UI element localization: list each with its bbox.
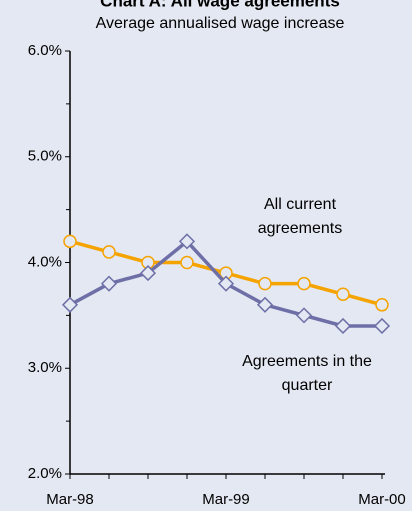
y-tick-label: 2.0% — [28, 465, 62, 482]
data-point — [61, 296, 79, 313]
series-annotation: Agreements in the quarter — [242, 353, 372, 394]
y-tick-label: 5.0% — [28, 148, 62, 165]
y-tick-label: 3.0% — [28, 359, 62, 376]
data-point — [63, 234, 77, 249]
data-point — [178, 233, 196, 250]
data-point — [295, 307, 313, 324]
data-point — [256, 296, 274, 313]
data-point — [102, 245, 116, 259]
x-tick-label: Mar-99 — [202, 491, 250, 508]
series-annotation: All current agreements — [257, 196, 343, 237]
x-tick-label: Mar-98 — [46, 491, 94, 508]
data-point — [334, 317, 352, 335]
y-tick-label: 4.0% — [28, 253, 62, 270]
chart-subtitle: Average annualised wage increase — [96, 15, 345, 32]
data-point — [336, 287, 350, 301]
data-point — [373, 317, 391, 335]
chart-title: Chart A: All wage agreements — [100, 0, 340, 10]
data-point — [297, 276, 311, 291]
y-tick-label: 6.0% — [28, 42, 62, 59]
data-point — [139, 265, 157, 282]
data-point — [217, 275, 235, 292]
data-point — [375, 298, 389, 312]
data-point — [180, 255, 194, 270]
x-tick-label: Mar-00 — [358, 491, 406, 508]
data-point — [258, 276, 272, 291]
data-point — [100, 275, 118, 292]
